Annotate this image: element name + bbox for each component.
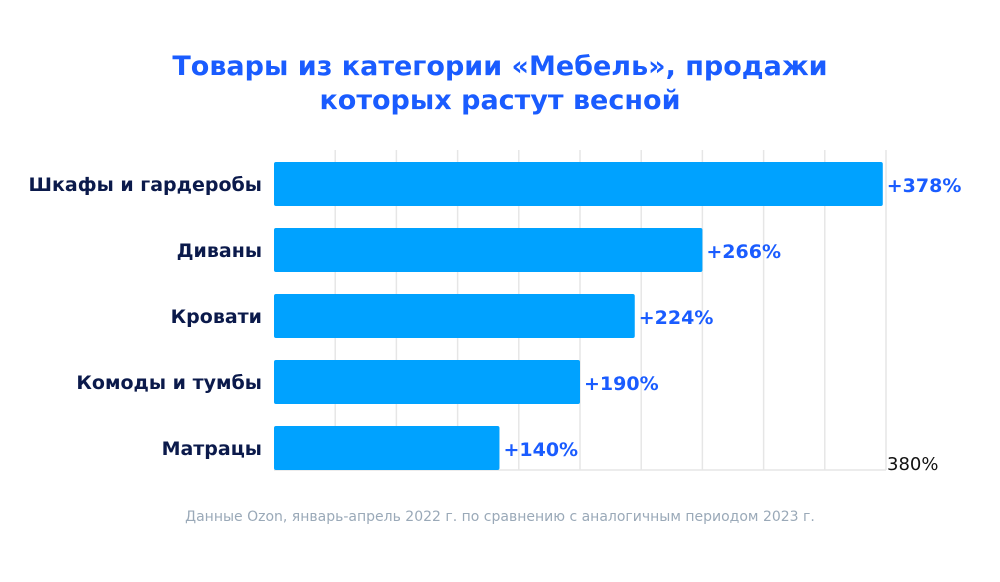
category-label: Шкафы и гардеробы <box>29 174 262 196</box>
footnote: Данные Ozon, январь-апрель 2022 г. по ср… <box>185 509 815 525</box>
bar <box>274 228 703 272</box>
bar <box>274 162 883 206</box>
category-label: Комоды и тумбы <box>76 372 262 394</box>
chart-title: Товары из категории «Мебель», продажи ко… <box>0 50 1000 118</box>
value-label: +140% <box>503 439 578 461</box>
value-label: +190% <box>584 373 659 395</box>
value-label: +224% <box>639 307 714 329</box>
bar <box>274 360 580 404</box>
category-label: Кровати <box>171 306 262 328</box>
x-tick-label: 380% <box>887 454 938 475</box>
bar <box>274 426 500 470</box>
bar <box>274 294 635 338</box>
title-line-2: которых растут весной <box>319 85 681 116</box>
value-label: +266% <box>706 241 781 263</box>
category-label: Диваны <box>177 240 262 262</box>
value-label: +378% <box>887 175 962 197</box>
category-label: Матрацы <box>162 438 262 460</box>
title-line-1: Товары из категории «Мебель», продажи <box>172 51 828 82</box>
